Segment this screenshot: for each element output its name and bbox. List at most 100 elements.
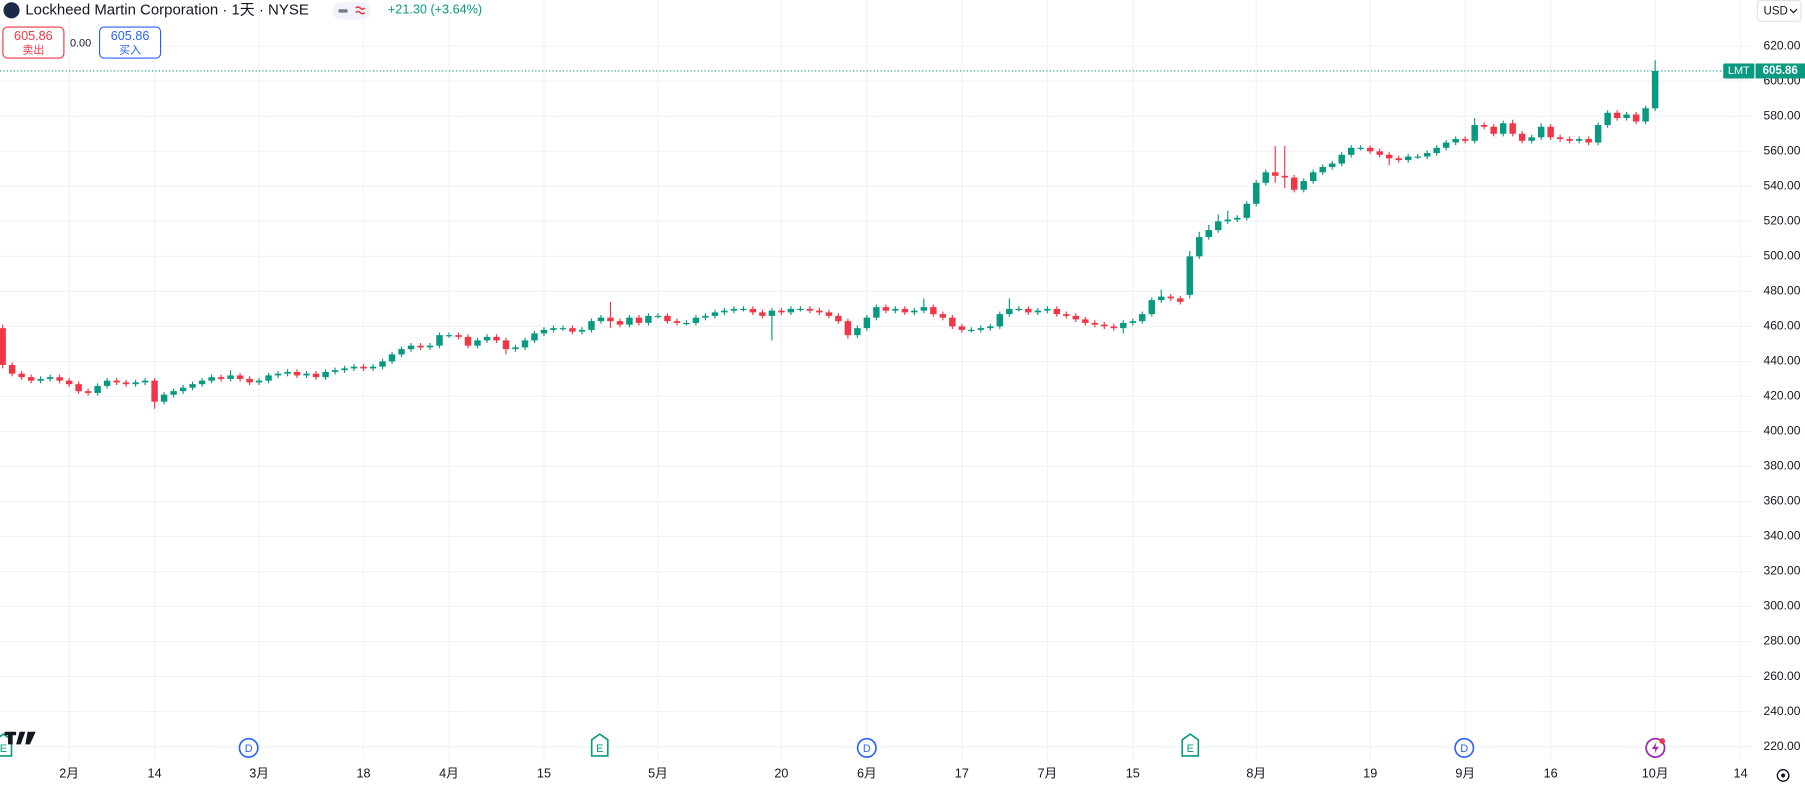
candle-body (37, 378, 44, 381)
candle-body (1167, 296, 1174, 299)
candle-body (502, 340, 510, 350)
buy-label[interactable]: 买入 (119, 44, 141, 57)
event-label[interactable]: D (863, 743, 871, 755)
candle-body (702, 315, 709, 318)
candle-body (512, 347, 519, 350)
sell-price[interactable]: 605.86 (14, 29, 53, 43)
candle-body (483, 336, 491, 341)
event-label[interactable]: E (596, 743, 603, 755)
candle-body (892, 308, 899, 311)
event-dot (1659, 738, 1666, 744)
candle-body (132, 382, 139, 385)
candle-body (968, 329, 975, 332)
candle-body (1300, 181, 1307, 190)
candle-body (1006, 308, 1013, 315)
settings-icon[interactable] (1776, 769, 1790, 782)
candle-body (1632, 114, 1640, 122)
x-tick-label: 19 (1363, 767, 1377, 781)
candle-body (1461, 139, 1469, 141)
candle-body (1319, 167, 1326, 173)
candle-body (521, 340, 529, 348)
event-label[interactable]: E (0, 743, 7, 755)
candle-body (863, 317, 871, 329)
candle-body (1262, 172, 1269, 183)
candle-body (1566, 139, 1573, 141)
candle-body (1385, 154, 1393, 159)
currency[interactable]: USD (1764, 6, 1788, 18)
candle-body (1642, 108, 1649, 122)
candle-body (1063, 314, 1070, 316)
candle-body (673, 321, 681, 323)
candle-body (1120, 322, 1127, 329)
candle-body (1651, 70, 1659, 109)
candle-body (322, 371, 329, 378)
candle-body (293, 371, 301, 376)
candle-body (141, 380, 149, 383)
tv-logo[interactable] (4, 731, 36, 745)
symbol-title[interactable]: Lockheed Martin Corporation · 1天 · NYSE (25, 1, 308, 18)
currency-button[interactable] (1756, 0, 1802, 22)
grid (0, 0, 1753, 762)
candle-body (493, 336, 500, 341)
y-tick-label: 220.00 (1763, 739, 1800, 753)
x-tick-label: 18 (356, 767, 370, 781)
candle-body (664, 315, 671, 322)
candle-body (160, 394, 168, 402)
event-label[interactable]: D (1460, 743, 1468, 755)
event-marker[interactable] (590, 733, 609, 757)
candle-body (844, 321, 852, 336)
candle-body (1234, 217, 1241, 220)
x-tick-label: 16 (1544, 767, 1558, 781)
x-tick-label: 15 (537, 767, 551, 781)
candle-body (578, 329, 586, 332)
y-tick-label: 580.00 (1763, 108, 1800, 122)
candle-body (1366, 147, 1374, 152)
buy-price[interactable]: 605.86 (111, 29, 150, 43)
symbol-logo[interactable] (3, 2, 20, 19)
candles (0, 60, 1659, 409)
status-pill[interactable] (332, 2, 371, 20)
candle-body (360, 366, 367, 369)
sell-button[interactable] (2, 26, 65, 59)
event-marker[interactable] (238, 737, 259, 758)
y-tick-label: 500.00 (1763, 249, 1800, 263)
status-icon (338, 9, 348, 13)
candle-body (1452, 139, 1459, 143)
candle-body (284, 371, 291, 374)
candle-body (436, 335, 443, 346)
candle-body (920, 307, 928, 311)
candle-body (1433, 147, 1440, 154)
y-tick-label: 400.00 (1763, 424, 1800, 438)
y-tick-label: 620.00 (1763, 38, 1800, 52)
x-tick-label: 3月 (249, 767, 269, 781)
symbol-tag: LMT (1728, 65, 1750, 77)
event-marker[interactable] (1454, 737, 1475, 758)
candle-body (1281, 175, 1288, 178)
candle-body (1053, 308, 1061, 315)
candle-body (645, 315, 652, 323)
candle-body (1025, 308, 1032, 313)
sell-label[interactable]: 卖出 (22, 43, 44, 57)
candle-body (873, 307, 880, 318)
y-tick-label: 520.00 (1763, 214, 1800, 228)
candle-body (1594, 125, 1602, 143)
event-label[interactable]: E (1187, 743, 1194, 755)
event-marker[interactable] (856, 737, 877, 758)
event-label[interactable]: D (245, 743, 253, 755)
buy-button[interactable] (98, 26, 162, 59)
candle-body (1442, 142, 1450, 148)
candle-body (1414, 156, 1421, 158)
y-tick-label: 560.00 (1763, 143, 1800, 157)
event-icon (1651, 742, 1659, 754)
candle-body (1215, 221, 1222, 231)
candle-body (778, 310, 785, 313)
x-tick-label: 10月 (1642, 767, 1669, 781)
candle-body (721, 310, 728, 313)
candle-body (407, 345, 415, 350)
event-marker[interactable] (1181, 733, 1200, 757)
candle-body (265, 375, 272, 381)
candle-body (1224, 219, 1231, 222)
candle-body (1110, 326, 1118, 329)
candle-body (379, 361, 386, 367)
